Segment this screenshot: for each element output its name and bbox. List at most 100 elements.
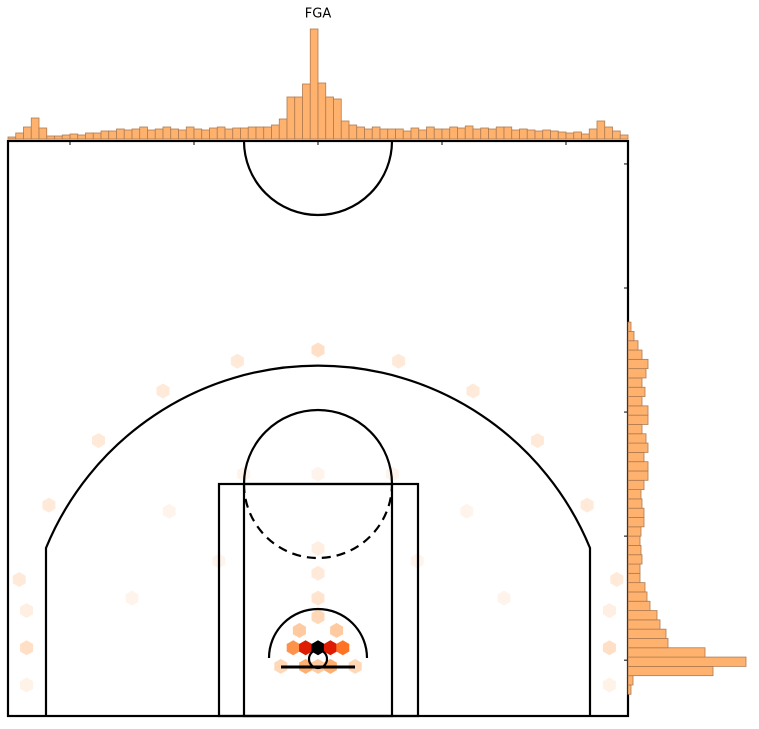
histogram-bar (395, 128, 404, 140)
histogram-bar (271, 124, 280, 140)
hexbin-layer (12, 342, 624, 693)
hex-cell (156, 383, 170, 399)
histogram-bar (627, 619, 661, 630)
histogram-bar (15, 132, 24, 140)
free-throw-arc-dashed (242, 483, 394, 560)
histogram-bar (534, 130, 544, 140)
histogram-bar (596, 120, 606, 140)
hex-cell (20, 640, 34, 656)
histogram-bar (542, 129, 551, 140)
three-point-line (44, 364, 592, 716)
histogram-bar (162, 126, 172, 140)
histogram-bar (7, 136, 17, 140)
histogram-bar (627, 684, 632, 695)
hex-cell (392, 353, 406, 369)
histogram-bar (627, 451, 645, 463)
hex-cell (299, 640, 313, 656)
histogram-bar (480, 127, 489, 140)
histogram-bar (154, 128, 164, 140)
histogram-bar (627, 461, 649, 472)
histogram-bar (627, 414, 649, 425)
histogram-bar (216, 126, 226, 140)
histogram-bar (116, 128, 125, 140)
histogram-bar (627, 470, 649, 481)
hex-cell (286, 640, 300, 656)
histogram-bar (627, 656, 747, 667)
hex-cell (12, 572, 26, 587)
histogram-bar (77, 134, 86, 140)
histogram-bar (201, 129, 210, 140)
histogram-bar (627, 442, 649, 453)
histogram-bar (495, 126, 505, 140)
histogram-bar (619, 134, 629, 140)
histogram-bar (627, 424, 643, 435)
hex-cell (311, 640, 325, 656)
histogram-bar (92, 132, 102, 140)
histogram-bar (627, 545, 642, 556)
histogram-bar (340, 120, 350, 140)
court-lines (6, 139, 630, 718)
histogram-bar (588, 128, 598, 140)
histogram-bar (433, 128, 443, 140)
histogram-bar (627, 665, 714, 677)
histogram-bar (627, 489, 642, 500)
histogram-bar (139, 126, 148, 140)
histogram-bar (627, 563, 641, 574)
histogram-bar (627, 638, 669, 649)
histogram-bar (333, 98, 342, 140)
hex-cell (336, 640, 350, 656)
histogram-bar (209, 127, 218, 140)
hex-cell (92, 433, 105, 449)
histogram-bar (627, 349, 643, 360)
histogram-bar (627, 433, 647, 444)
histogram-bar (503, 126, 513, 140)
histogram-bar (627, 396, 643, 407)
histogram-bar (348, 124, 358, 140)
histogram-bar (325, 96, 334, 140)
histogram-bar (170, 128, 179, 140)
histogram-bar (472, 128, 482, 140)
hex-cell (531, 433, 544, 449)
hex-cell (602, 640, 616, 656)
histogram-bar (224, 128, 234, 140)
hex-cell (330, 622, 344, 638)
histogram-bar (85, 132, 94, 140)
hex-cell (311, 609, 325, 625)
histogram-bar (286, 96, 296, 140)
histogram-bar (612, 130, 621, 140)
hex-cell (20, 603, 34, 619)
hex-cell (602, 603, 616, 619)
histogram-bar (441, 128, 451, 140)
histogram-bar (565, 132, 575, 140)
hex-cell (497, 590, 511, 606)
histogram-bar (108, 130, 117, 140)
histogram-bar (100, 130, 110, 140)
histogram-bar (131, 128, 141, 140)
histogram-bar (23, 126, 32, 140)
histogram-bar (232, 127, 241, 140)
hex-cell (162, 503, 176, 519)
hex-cell (274, 658, 288, 674)
histogram-bar (123, 129, 133, 140)
hex-cell (42, 497, 56, 513)
histogram-bar (557, 131, 567, 140)
histogram-bar (519, 128, 528, 140)
histogram-bar (364, 128, 373, 140)
restricted-area (267, 607, 369, 659)
hex-cell (311, 342, 325, 358)
hex-cell (311, 590, 325, 606)
hex-cell (348, 658, 362, 674)
hoop (307, 648, 329, 670)
histogram-bar (604, 126, 613, 140)
histogram-bar (627, 340, 639, 351)
histogram-bar (46, 135, 55, 140)
histogram-bar (581, 133, 590, 140)
histogram-bar (247, 126, 257, 140)
free-throw-arc (242, 408, 394, 485)
histogram-bar (464, 125, 474, 140)
histogram-bar (185, 126, 195, 140)
center-circle (242, 140, 394, 217)
hex-cell (311, 466, 325, 482)
histogram-bar (488, 128, 497, 140)
